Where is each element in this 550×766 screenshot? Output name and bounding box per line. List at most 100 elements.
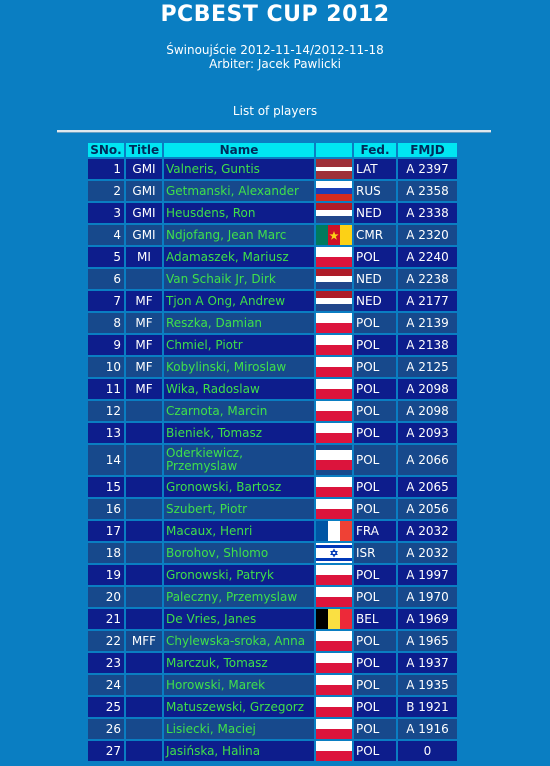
federation-cell: POL xyxy=(354,445,396,475)
sno-cell: 24 xyxy=(88,675,124,695)
sno-cell: 11 xyxy=(88,379,124,399)
title-cell xyxy=(126,741,162,761)
fmjd-rating: A 2093 xyxy=(398,423,457,443)
pol-flag xyxy=(316,313,352,333)
federation-cell: POL xyxy=(354,357,396,377)
fmjd-rating: A 2397 xyxy=(398,159,457,179)
federation-cell: NED xyxy=(354,203,396,223)
player-name: Kobylinski, Miroslaw xyxy=(164,357,314,377)
flag-cell xyxy=(316,697,352,717)
flag-cell xyxy=(316,499,352,519)
title-cell: MF xyxy=(126,335,162,355)
flag-cell xyxy=(316,159,352,179)
sno-cell: 20 xyxy=(88,587,124,607)
table-row: 25 Matuszewski, Grzegorz POL B 1921 xyxy=(88,697,457,717)
federation-cell: POL xyxy=(354,313,396,333)
player-name: Wika, Radoslaw xyxy=(164,379,314,399)
federation-cell: CMR xyxy=(354,225,396,245)
table-row: 5 MI Adamaszek, Mariusz POL A 2240 xyxy=(88,247,457,267)
federation-cell: POL xyxy=(354,675,396,695)
sno-cell: 18 xyxy=(88,543,124,563)
list-label: List of players xyxy=(232,104,318,118)
table-row: 23 Marczuk, Tomasz POL A 1937 xyxy=(88,653,457,673)
flag-cell xyxy=(316,521,352,541)
federation-cell: FRA xyxy=(354,521,396,541)
title-cell: GMI xyxy=(126,159,162,179)
pol-flag xyxy=(316,499,352,519)
federation-cell: POL xyxy=(354,401,396,421)
pol-flag xyxy=(316,675,352,695)
federation-cell: LAT xyxy=(354,159,396,179)
flag-cell xyxy=(316,675,352,695)
sno-cell: 6 xyxy=(88,269,124,289)
pol-flag xyxy=(316,741,352,761)
fmjd-rating: A 2098 xyxy=(398,401,457,421)
title-cell xyxy=(126,423,162,443)
fmjd-rating: A 2065 xyxy=(398,477,457,497)
title-cell xyxy=(126,675,162,695)
table-row: 4 GMI Ndjofang, Jean Marc CMR A 2320 xyxy=(88,225,457,245)
table-row: 24 Horowski, Marek POL A 1935 xyxy=(88,675,457,695)
sno-cell: 15 xyxy=(88,477,124,497)
flag-cell xyxy=(316,719,352,739)
sno-cell: 2 xyxy=(88,181,124,201)
table-row: 20 Paleczny, Przemyslaw POL A 1970 xyxy=(88,587,457,607)
ned-flag xyxy=(316,203,352,223)
table-row: 16 Szubert, Piotr POL A 2056 xyxy=(88,499,457,519)
pol-flag xyxy=(316,379,352,399)
sno-cell: 27 xyxy=(88,741,124,761)
player-name: Heusdens, Ron xyxy=(164,203,314,223)
pol-flag xyxy=(316,357,352,377)
flag-cell xyxy=(316,477,352,497)
table-row: 11 MF Wika, Radoslaw POL A 2098 xyxy=(88,379,457,399)
title-cell xyxy=(126,445,162,475)
player-name: Marczuk, Tomasz xyxy=(164,653,314,673)
pol-flag xyxy=(316,247,352,267)
player-name: Lisiecki, Maciej xyxy=(164,719,314,739)
player-name: Oderkiewicz, Przemyslaw xyxy=(164,445,314,475)
fmjd-rating: A 2238 xyxy=(398,269,457,289)
fmjd-rating: A 1935 xyxy=(398,675,457,695)
fmjd-rating: A 1965 xyxy=(398,631,457,651)
fmjd-rating: A 2056 xyxy=(398,499,457,519)
federation-cell: POL xyxy=(354,719,396,739)
player-name: Jasińska, Halina xyxy=(164,741,314,761)
flag-cell xyxy=(316,653,352,673)
flag-cell xyxy=(316,313,352,333)
player-name: De Vries, Janes xyxy=(164,609,314,629)
ned-flag xyxy=(316,269,352,289)
fmjd-rating: A 1937 xyxy=(398,653,457,673)
federation-cell: POL xyxy=(354,631,396,651)
flag-cell xyxy=(316,357,352,377)
cmr-flag xyxy=(316,225,352,245)
federation-cell: NED xyxy=(354,291,396,311)
flag-cell xyxy=(316,565,352,585)
fmjd-rating: A 2066 xyxy=(398,445,457,475)
title-cell: MF xyxy=(126,379,162,399)
fmjd-rating: A 2125 xyxy=(398,357,457,377)
col-flag xyxy=(316,143,352,157)
sno-cell: 19 xyxy=(88,565,124,585)
sno-cell: 8 xyxy=(88,313,124,333)
sno-cell: 26 xyxy=(88,719,124,739)
federation-cell: POL xyxy=(354,587,396,607)
flag-cell xyxy=(316,269,352,289)
table-row: 13 Bieniek, Tomasz POL A 2093 xyxy=(88,423,457,443)
title-cell xyxy=(126,477,162,497)
pol-flag xyxy=(316,631,352,651)
pol-flag xyxy=(316,477,352,497)
table-row: 15 Gronowski, Bartosz POL A 2065 xyxy=(88,477,457,497)
table-row: 26 Lisiecki, Maciej POL A 1916 xyxy=(88,719,457,739)
pol-flag xyxy=(316,565,352,585)
table-row: 10 MF Kobylinski, Miroslaw POL A 2125 xyxy=(88,357,457,377)
flag-cell xyxy=(316,335,352,355)
table-row: 6 Van Schaik Jr, Dirk NED A 2238 xyxy=(88,269,457,289)
flag-cell xyxy=(316,181,352,201)
pol-flag xyxy=(316,335,352,355)
player-name: Tjon A Ong, Andrew xyxy=(164,291,314,311)
place-dates: Świnoujście 2012-11-14/2012-11-18 xyxy=(166,43,384,57)
federation-cell: BEL xyxy=(354,609,396,629)
player-name: Gronowski, Bartosz xyxy=(164,477,314,497)
fmjd-rating: A 2138 xyxy=(398,335,457,355)
title-cell xyxy=(126,521,162,541)
